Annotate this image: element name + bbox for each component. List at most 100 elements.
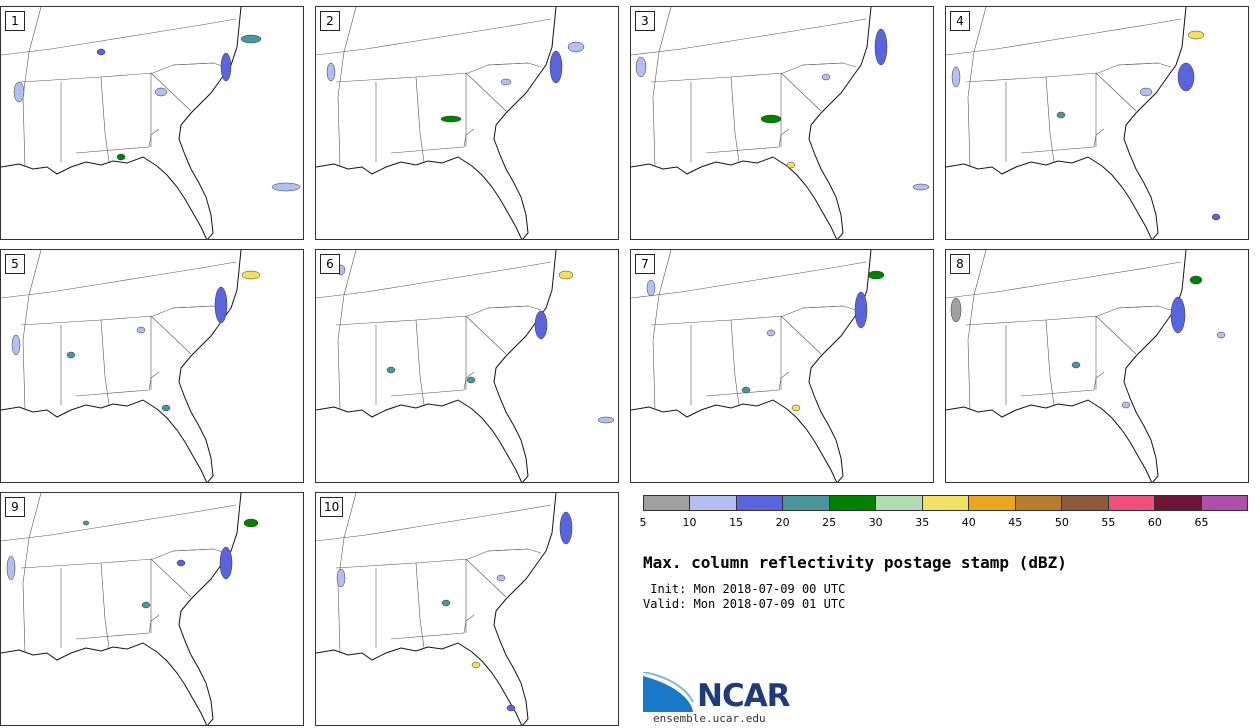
state-border bbox=[150, 315, 192, 355]
valid-time: Valid: Mon 2018-07-09 01 UTC bbox=[643, 597, 846, 611]
reflectivity-echo bbox=[821, 73, 831, 81]
state-border bbox=[487, 62, 542, 68]
figure-title: Max. column reflectivity postage stamp (… bbox=[643, 553, 1067, 572]
state-border bbox=[1020, 371, 1105, 397]
reflectivity-echo bbox=[1216, 331, 1226, 339]
member-number-label: 1 bbox=[5, 11, 25, 31]
reflectivity-echo bbox=[13, 81, 25, 103]
state-border bbox=[337, 493, 357, 654]
state-border bbox=[1020, 128, 1105, 154]
colorbar-tick: 25 bbox=[822, 516, 837, 529]
basemap bbox=[1, 250, 261, 482]
colorbar-swatch-5 bbox=[876, 496, 923, 510]
basemap bbox=[316, 493, 573, 725]
reflectivity-echo bbox=[874, 28, 888, 66]
state-border bbox=[946, 18, 1182, 56]
state-border bbox=[172, 62, 227, 68]
state-border bbox=[150, 558, 192, 598]
reflectivity-echo bbox=[82, 520, 90, 526]
state-border bbox=[780, 315, 822, 355]
reflectivity-echo bbox=[558, 270, 574, 280]
reflectivity-echo bbox=[766, 329, 776, 337]
state-border bbox=[631, 18, 867, 56]
colorbar-tick: 5 bbox=[639, 516, 647, 529]
colorbar-swatch-8 bbox=[1015, 496, 1063, 510]
ensemble-member-3-map: 3 bbox=[630, 6, 934, 240]
state-border bbox=[1, 261, 237, 299]
basemap bbox=[1, 7, 301, 239]
state-border bbox=[75, 371, 160, 397]
state-border bbox=[802, 305, 857, 311]
reflectivity-echo bbox=[336, 568, 346, 588]
ensemble-member-6-map: 6 bbox=[315, 249, 619, 483]
reflectivity-echo bbox=[912, 183, 930, 191]
state-border bbox=[487, 305, 542, 311]
state-border bbox=[1117, 305, 1172, 311]
reflectivity-echo bbox=[440, 115, 462, 123]
colorbar-swatch-11 bbox=[1155, 496, 1202, 510]
state-border bbox=[415, 562, 425, 649]
reflectivity-echo bbox=[11, 334, 21, 356]
reflectivity-echo bbox=[1170, 296, 1186, 334]
state-border bbox=[1, 18, 237, 56]
reflectivity-echo bbox=[854, 291, 868, 329]
reflectivity-echo bbox=[549, 50, 563, 84]
member-number-label: 5 bbox=[5, 254, 25, 274]
init-time: Init: Mon 2018-07-09 00 UTC bbox=[643, 582, 846, 596]
colorbar-tick: 15 bbox=[729, 516, 744, 529]
reflectivity-echo bbox=[176, 559, 186, 567]
basemap bbox=[1, 493, 259, 725]
reflectivity-echo bbox=[950, 297, 962, 323]
colorbar-swatch-6 bbox=[922, 496, 970, 510]
state-border bbox=[465, 558, 507, 598]
state-border bbox=[100, 562, 110, 649]
ncar-logo-url: ensemble.ucar.edu bbox=[653, 712, 766, 725]
state-border bbox=[335, 62, 529, 83]
colorbar-tick: 30 bbox=[868, 516, 883, 529]
state-border bbox=[22, 7, 42, 168]
reflectivity-echo bbox=[441, 599, 451, 607]
basemap bbox=[316, 7, 585, 239]
state-border bbox=[705, 128, 790, 154]
state-border bbox=[337, 7, 357, 168]
colorbar-tick: 35 bbox=[915, 516, 930, 529]
state-border bbox=[316, 504, 552, 542]
reflectivity-echo bbox=[635, 56, 647, 78]
state-border bbox=[650, 305, 844, 326]
reflectivity-echo bbox=[786, 161, 796, 169]
ensemble-member-4-map: 4 bbox=[945, 6, 1249, 240]
reflectivity-echo bbox=[951, 66, 961, 88]
state-border bbox=[631, 261, 867, 299]
coastline bbox=[316, 493, 557, 725]
state-border bbox=[967, 250, 987, 411]
reflectivity-echo bbox=[6, 555, 16, 581]
reflectivity-echo bbox=[241, 270, 261, 280]
coastline bbox=[1, 493, 242, 725]
reflectivity-echo bbox=[136, 326, 146, 334]
state-border bbox=[390, 614, 475, 640]
colorbar-swatch-2 bbox=[736, 496, 784, 510]
basemap bbox=[631, 7, 930, 239]
reflectivity-echo bbox=[154, 87, 168, 97]
colorbar-swatch-3 bbox=[783, 496, 830, 510]
state-border bbox=[965, 62, 1159, 83]
ensemble-member-2-map: 2 bbox=[315, 6, 619, 240]
reflectivity-echo bbox=[741, 386, 751, 394]
reflectivity-echo bbox=[1177, 62, 1195, 92]
reflectivity-echo bbox=[240, 34, 262, 44]
reflectivity-echo bbox=[141, 601, 151, 609]
reflectivity-echo bbox=[1189, 275, 1203, 285]
state-border bbox=[1095, 72, 1137, 112]
basemap bbox=[316, 250, 615, 482]
state-border bbox=[1, 504, 237, 542]
reflectivity-echo bbox=[506, 704, 516, 712]
state-border bbox=[465, 72, 507, 112]
state-border bbox=[415, 76, 425, 163]
reflectivity-echo bbox=[466, 376, 476, 384]
state-border bbox=[802, 62, 857, 68]
member-number-label: 2 bbox=[320, 11, 340, 31]
reflectivity-echo bbox=[116, 153, 126, 161]
colorbar-swatch-12 bbox=[1201, 496, 1248, 510]
state-border bbox=[100, 319, 110, 406]
colorbar-swatch-1 bbox=[690, 496, 737, 510]
